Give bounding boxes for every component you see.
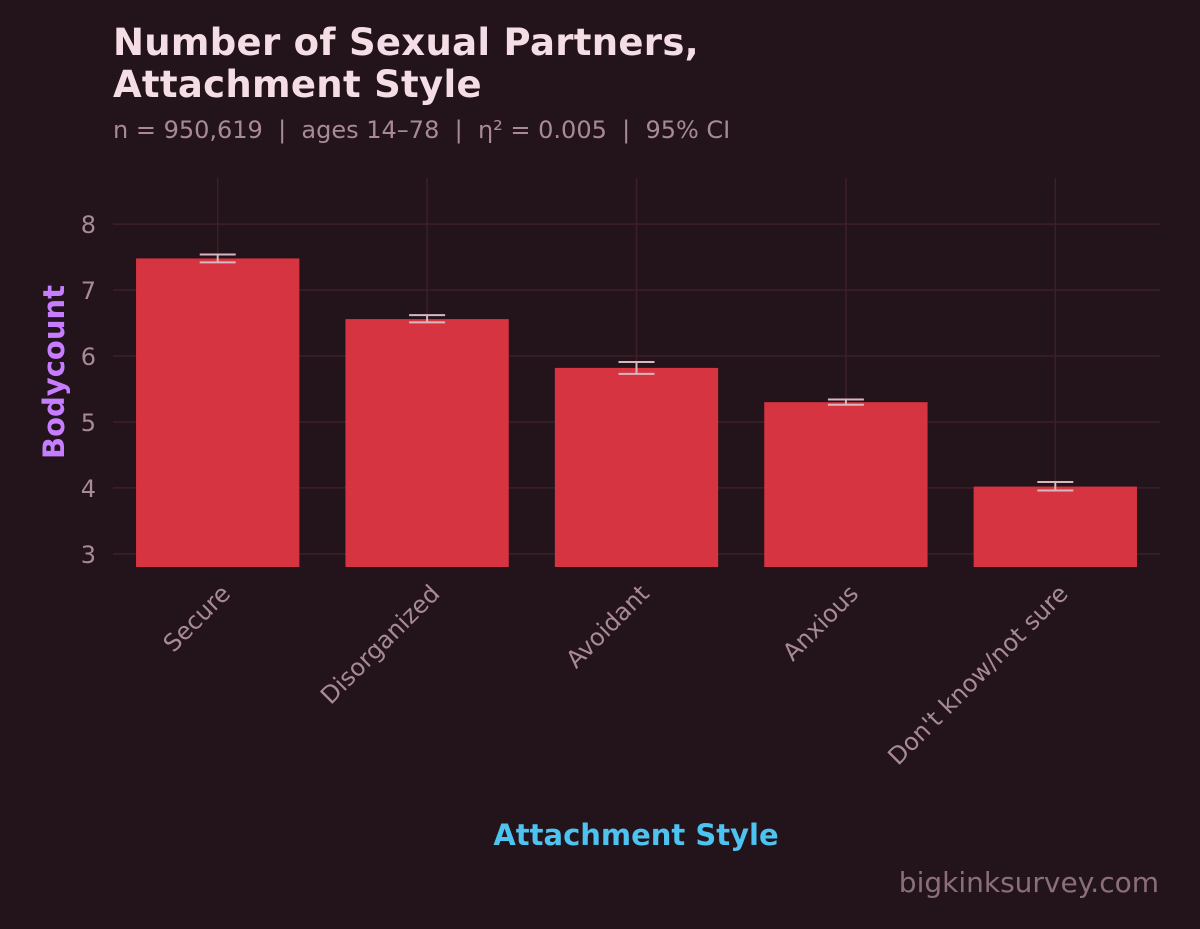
- chart-title: Number of Sexual Partners, Attachment St…: [113, 22, 699, 106]
- bar-3: [764, 402, 928, 567]
- errorbar-4: [1037, 480, 1074, 492]
- bar-layer: [136, 258, 1137, 567]
- errorbar-0: [199, 253, 236, 264]
- chart-title-line-1: Number of Sexual Partners,: [113, 21, 700, 64]
- chart-subtitle: n = 950,619 | ages 14–78 | η² = 0.005 | …: [113, 116, 731, 144]
- x-tick-label: Don't know/not sure: [882, 579, 1073, 770]
- y-tick-label: 4: [81, 475, 96, 503]
- y-tick-label: 6: [81, 343, 96, 371]
- y-tick-label: 8: [81, 211, 96, 239]
- errorbar-2: [618, 360, 655, 375]
- bar-0: [136, 258, 300, 567]
- x-tick-label: Secure: [158, 579, 236, 657]
- x-tick-label: Avoidant: [561, 579, 655, 673]
- errorbar-3: [827, 398, 864, 406]
- y-tick-label: 3: [81, 541, 96, 569]
- x-tick-label: Disorganized: [315, 579, 445, 709]
- errorbar-1: [409, 314, 446, 324]
- bar-4: [973, 486, 1137, 567]
- x-axis-title: Attachment Style: [493, 818, 778, 852]
- errorbar-layer: [199, 253, 1074, 492]
- bar-2: [554, 367, 719, 567]
- x-axis-ticks: Secure Disorganized Avoidant Anxious Don't k…: [158, 579, 1074, 770]
- chart-title-line-2: Attachment Style: [113, 63, 482, 106]
- bar-1: [345, 319, 509, 567]
- y-axis-ticks: 3 4 5 6 7 8: [81, 211, 96, 569]
- watermark: bigkinksurvey.com: [898, 866, 1159, 899]
- x-tick-label: Anxious: [777, 579, 864, 666]
- y-axis-title: Bodycount: [37, 285, 71, 459]
- y-tick-label: 7: [81, 277, 96, 305]
- y-tick-label: 5: [81, 409, 96, 437]
